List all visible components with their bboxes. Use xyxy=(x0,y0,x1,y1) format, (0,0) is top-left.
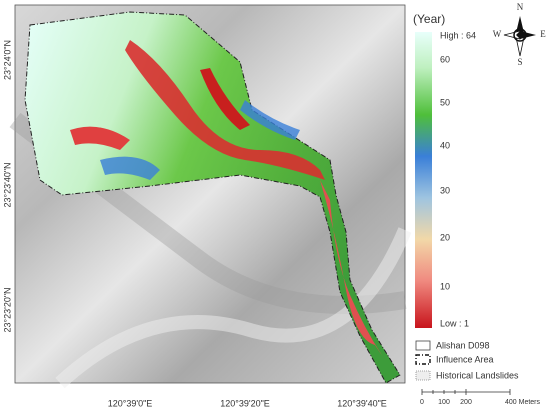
color-tick: 10 xyxy=(440,281,450,291)
legend-swatch xyxy=(415,354,431,365)
legend-swatch xyxy=(415,370,431,381)
x-coord-label: 120°39'0"E xyxy=(108,398,153,408)
color-tick: 50 xyxy=(440,97,450,107)
x-coord-label: 120°39'20"E xyxy=(220,398,270,408)
legend-item: Alishan D098 xyxy=(436,340,490,350)
legend-title: (Year) xyxy=(413,12,445,26)
landslide-blue xyxy=(240,100,300,140)
legend-item: Influence Area xyxy=(436,354,494,364)
color-bar xyxy=(415,32,432,328)
compass-e: E xyxy=(540,29,546,39)
color-tick: 60 xyxy=(440,54,450,64)
landslide-red xyxy=(320,180,385,360)
influence-area xyxy=(24,11,401,384)
legend-high: High : 64 xyxy=(440,30,476,40)
landslide-red xyxy=(70,126,130,150)
legend-swatch xyxy=(415,340,431,351)
compass-n: N xyxy=(517,2,524,12)
y-coord-label: 23°23'20"N xyxy=(2,287,12,332)
landslide-red xyxy=(200,68,250,130)
scale-bar xyxy=(421,389,511,395)
color-tick: 30 xyxy=(440,185,450,195)
compass-s: S xyxy=(517,57,522,67)
compass xyxy=(503,16,536,57)
scale-label: 400 Meters xyxy=(505,399,541,406)
y-coord-label: 23°24'0"N xyxy=(2,40,12,80)
landslide-red xyxy=(125,40,325,180)
color-tick: 20 xyxy=(440,232,450,242)
map-frame xyxy=(9,4,412,389)
y-coord-label: 23°23'40"N xyxy=(2,162,12,207)
compass-w: W xyxy=(493,29,502,39)
legend-low: Low : 1 xyxy=(440,318,469,328)
scale-label: 0 xyxy=(420,399,424,406)
scale-label: 100 xyxy=(438,399,450,406)
legend-item: Historical Landslides xyxy=(436,370,519,380)
color-tick: 40 xyxy=(440,140,450,150)
scale-label: 200 xyxy=(460,399,472,406)
x-coord-label: 120°39'40"E xyxy=(337,398,387,408)
landslide-blue xyxy=(100,156,160,180)
